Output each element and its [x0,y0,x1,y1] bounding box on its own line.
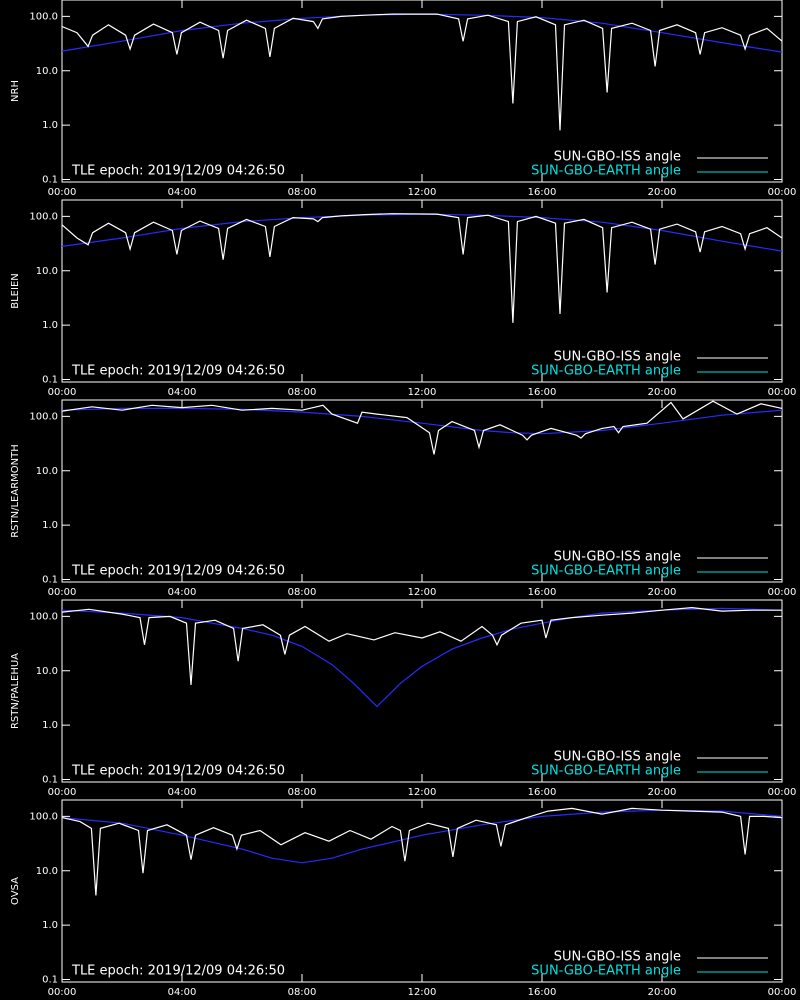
series-line [61,213,783,252]
annotation: TLE epoch: 2019/12/09 04:26:50 [71,564,285,579]
y-tick-label: 100.0 [29,611,58,622]
legend-label: SUN-GBO-ISS angle [554,950,681,965]
x-tick-label: 00:00 [48,587,77,598]
x-tick-label: 12:00 [408,987,437,998]
x-tick-label: 04:00 [168,387,197,398]
x-tick-label: 16:00 [528,987,557,998]
series-line [61,607,783,708]
x-tick-label: 16:00 [528,587,557,598]
y-tick-label: 0.1 [42,175,58,186]
y-tick-label: 10.0 [36,466,58,477]
y-tick-label: 0.1 [42,775,58,786]
x-tick-label: 00:00 [768,787,797,798]
y-axis-label: OVSA [10,877,21,905]
y-axis-label: RSTN/LEARMONTH [10,444,21,538]
y-tick-label: 10.0 [36,66,58,77]
x-tick-label: 20:00 [648,187,677,198]
legend-label: SUN-GBO-EARTH angle [531,964,681,979]
y-tick-label: 1.0 [42,720,58,731]
legend-label: SUN-GBO-ISS angle [554,150,681,165]
y-tick-label: 100.0 [29,811,58,822]
x-tick-label: 00:00 [768,387,797,398]
series-line [61,13,783,53]
y-tick-label: 1.0 [42,920,58,931]
y-tick-label: 10.0 [36,666,58,677]
x-tick-label: 08:00 [288,387,317,398]
x-tick-label: 00:00 [768,987,797,998]
y-tick-label: 1.0 [42,120,58,131]
legend-label: SUN-GBO-EARTH angle [531,364,681,379]
y-axis-label: RSTN/PALEHUA [10,653,21,729]
y-tick-label: 10.0 [36,866,58,877]
series-line [61,809,783,864]
x-tick-label: 08:00 [288,987,317,998]
panel: BLEIEN 0.1 1.0 10.0 100.0 00:00 04:00 08:00 12:0… [10,199,797,398]
annotation: TLE epoch: 2019/12/09 04:26:50 [71,364,285,379]
x-tick-label: 08:00 [288,187,317,198]
legend-label: SUN-GBO-EARTH angle [531,564,681,579]
series-line [61,606,782,685]
panel: OVSA 0.1 1.0 10.0 100.0 00:00 04:00 08:00 12:00 1… [10,799,797,998]
x-tick-label: 16:00 [528,187,557,198]
x-tick-label: 20:00 [648,587,677,598]
x-tick-label: 00:00 [48,187,77,198]
x-tick-label: 00:00 [768,187,797,198]
legend-label: SUN-GBO-EARTH angle [531,164,681,179]
y-axis-label: BLEIEN [10,273,21,309]
y-tick-label: 0.1 [42,575,58,586]
y-tick-label: 100.0 [29,411,58,422]
x-tick-label: 00:00 [48,987,77,998]
x-tick-label: 00:00 [48,387,77,398]
panel: NRH 0.1 1.0 10.0 100.0 00:00 04:00 08:00 12:00 16… [10,0,796,198]
legend-label: SUN-GBO-ISS angle [554,750,681,765]
x-tick-label: 20:00 [648,387,677,398]
x-tick-label: 12:00 [408,187,437,198]
x-tick-label: 04:00 [168,187,197,198]
y-axis-label: NRH [10,80,21,102]
y-tick-label: 1.0 [42,520,58,531]
x-tick-label: 20:00 [648,787,677,798]
x-tick-label: 00:00 [768,587,797,598]
panel: RSTN/LEARMONTH 0.1 1.0 10.0 100.0 00:00 04:00 0… [10,399,797,598]
y-tick-label: 100.0 [29,211,58,222]
y-tick-label: 10.0 [36,266,58,277]
x-tick-label: 04:00 [168,587,197,598]
legend-label: SUN-GBO-EARTH angle [531,764,681,779]
x-tick-label: 08:00 [288,787,317,798]
x-tick-label: 16:00 [528,787,557,798]
legend-label: SUN-GBO-ISS angle [554,550,681,565]
series-line [61,13,783,131]
annotation: TLE epoch: 2019/12/09 04:26:50 [71,764,285,779]
panel: RSTN/PALEHUA 0.1 1.0 10.0 100.0 00:00 04:00 08:… [10,599,797,798]
x-tick-label: 12:00 [408,787,437,798]
annotation: TLE epoch: 2019/12/09 04:26:50 [71,164,285,179]
legend-label: SUN-GBO-ISS angle [554,350,681,365]
y-tick-label: 1.0 [42,320,58,331]
series-line [61,213,783,323]
x-tick-label: 12:00 [408,587,437,598]
x-tick-label: 20:00 [648,987,677,998]
series-line [61,407,783,435]
x-tick-label: 04:00 [168,787,197,798]
x-tick-label: 16:00 [528,387,557,398]
x-tick-label: 04:00 [168,987,197,998]
x-tick-label: 08:00 [288,587,317,598]
y-tick-label: 100.0 [29,11,58,22]
x-tick-label: 12:00 [408,387,437,398]
series-line [61,807,783,896]
annotation: TLE epoch: 2019/12/09 04:26:50 [71,964,285,979]
y-tick-label: 0.1 [42,375,58,386]
x-tick-label: 00:00 [48,787,77,798]
series-line [61,400,783,455]
y-tick-label: 0.1 [42,975,58,986]
